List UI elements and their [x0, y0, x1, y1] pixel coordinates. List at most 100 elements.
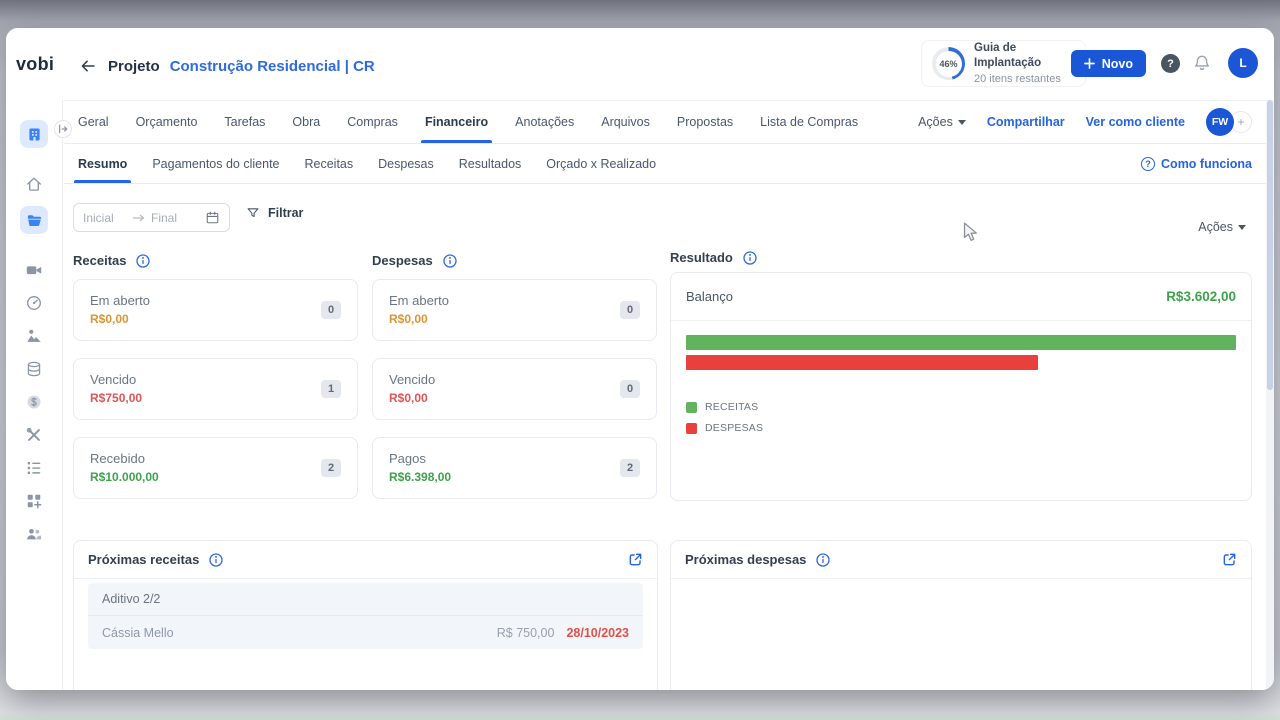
tab-lista-de-compras[interactable]: Lista de Compras	[760, 115, 859, 129]
new-button[interactable]: Novo	[1070, 50, 1146, 77]
sidebar-item-team[interactable]	[24, 524, 44, 544]
scrollbar-thumb[interactable]	[1267, 100, 1273, 390]
sidebar-item-apps[interactable]	[24, 491, 44, 511]
tab-propostas[interactable]: Propostas	[676, 115, 734, 129]
receitas-legend-swatch	[686, 401, 697, 413]
financeiro-subtabs: Resumo Pagamentos do cliente Receitas De…	[64, 144, 1266, 184]
tab-compras[interactable]: Compras	[347, 115, 398, 129]
page-title: Projeto	[108, 57, 160, 75]
date-range-picker[interactable]	[73, 203, 230, 232]
proximas-despesas-card: Próximas despesas	[670, 540, 1252, 690]
back-button[interactable]	[78, 56, 98, 76]
view-as-client-button[interactable]: Ver como cliente	[1085, 115, 1185, 129]
despesas-vencido-card[interactable]: Vencido R$0,00 0	[372, 358, 657, 420]
finance-coins-icon	[27, 361, 41, 377]
open-external-icon[interactable]	[1222, 552, 1237, 567]
chevron-down-icon	[1238, 224, 1246, 230]
sidebar-item-company[interactable]	[20, 120, 48, 148]
receitas-bar	[686, 335, 1236, 350]
guide-subtitle: 20 itens restantes	[974, 72, 1061, 85]
company-building-icon	[28, 128, 40, 140]
subtab-despesas[interactable]: Despesas	[378, 156, 434, 171]
open-external-icon[interactable]	[628, 552, 643, 567]
member-avatar[interactable]: FW	[1206, 108, 1234, 136]
resultado-section-header: Resultado	[670, 250, 757, 265]
calendar-icon	[205, 210, 220, 225]
project-title-bar: Projeto Construção Residencial | CR	[78, 56, 375, 76]
date-end-input[interactable]	[151, 210, 195, 225]
app-window: vobi Projeto Construção Residencial | CR…	[6, 28, 1274, 690]
sidebar-item-media[interactable]	[24, 260, 44, 280]
count-badge: 0	[620, 380, 640, 398]
receitas-recebido-card[interactable]: Recebido R$10.000,00 2	[73, 437, 358, 499]
receitas-vencido-card[interactable]: Vencido R$750,00 1	[73, 358, 358, 420]
receita-list-item[interactable]: Aditivo 2/2 Cássia Mello R$ 750,00 28/10…	[88, 583, 643, 649]
vertical-scrollbar[interactable]	[1266, 100, 1274, 690]
how-it-works-link[interactable]: ? Como funciona	[1141, 156, 1252, 171]
receita-item-date: 28/10/2023	[566, 625, 629, 640]
sidebar-item-dashboard[interactable]	[24, 293, 44, 313]
sidebar-item-projects[interactable]	[20, 206, 48, 234]
filter-button[interactable]: Filtrar	[246, 206, 303, 220]
sidebar-item-checklist[interactable]	[24, 458, 44, 478]
project-name-link[interactable]: Construção Residencial | CR	[169, 57, 375, 75]
help-button[interactable]: ?	[1161, 54, 1180, 73]
app-header: vobi Projeto Construção Residencial | CR…	[6, 28, 1274, 100]
proximas-receitas-card: Próximas receitas Aditivo 2/2 Cássia Mel…	[73, 540, 658, 690]
notifications-bell-icon[interactable]	[1192, 53, 1212, 79]
info-icon[interactable]	[816, 552, 831, 567]
home-icon	[27, 177, 41, 191]
progress-percent: 46%	[935, 50, 962, 77]
gauge-icon	[27, 296, 41, 310]
sidebar-expand-button[interactable]	[54, 120, 72, 138]
info-icon[interactable]	[136, 253, 151, 268]
receitas-section-header: Receitas	[73, 253, 151, 268]
tools-icon	[26, 427, 40, 441]
tab-geral[interactable]: Geral	[78, 115, 109, 129]
implementation-guide-widget[interactable]: 46% Guia de Implantação 20 itens restant…	[921, 40, 1086, 87]
sidebar-item-home[interactable]	[24, 174, 44, 194]
proximas-despesas-title: Próximas despesas	[685, 552, 831, 567]
resumo-content: Filtrar Ações Receitas Em aberto R$0,00 …	[64, 184, 1266, 690]
sidebar-item-payments[interactable]	[24, 392, 44, 412]
count-badge: 0	[620, 301, 640, 319]
subtab-resultados[interactable]: Resultados	[458, 156, 522, 171]
subtab-resumo[interactable]: Resumo	[73, 144, 132, 183]
balance-value: R$3.602,00	[1166, 289, 1236, 304]
progress-ring: 46%	[932, 47, 965, 80]
tab-obra[interactable]: Obra	[292, 115, 321, 129]
despesas-em-aberto-card[interactable]: Em aberto R$0,00 0	[372, 279, 657, 341]
proximas-receitas-title: Próximas receitas	[88, 552, 223, 567]
subtab-receitas[interactable]: Receitas	[304, 156, 354, 171]
count-badge: 2	[620, 459, 640, 477]
info-icon[interactable]	[443, 253, 457, 268]
sidebar-item-tools[interactable]	[24, 425, 44, 445]
info-icon[interactable]	[209, 552, 223, 567]
receita-item-title: Aditivo 2/2	[102, 592, 161, 606]
tab-arquivos[interactable]: Arquivos	[601, 115, 650, 129]
projects-folder-icon	[27, 214, 41, 226]
count-badge: 0	[321, 301, 341, 319]
chart-legend: RECEITAS DESPESAS	[671, 375, 1251, 434]
despesas-pagos-card[interactable]: Pagos R$6.398,00 2	[372, 437, 657, 499]
tab-orcamento[interactable]: Orçamento	[135, 115, 198, 129]
actions-dropdown[interactable]: Ações	[918, 115, 966, 129]
tab-anotacoes[interactable]: Anotações	[515, 115, 575, 129]
sidebar-item-construction[interactable]	[24, 326, 44, 346]
main-panel: Geral Orçamento Tarefas Obra Compras Fin…	[64, 100, 1266, 690]
sidebar-item-finance[interactable]	[24, 359, 44, 379]
guide-title: Guia de Implantação	[974, 41, 1042, 70]
user-avatar[interactable]: L	[1228, 48, 1258, 78]
receitas-em-aberto-card[interactable]: Em aberto R$0,00 0	[73, 279, 358, 341]
tab-tarefas[interactable]: Tarefas	[224, 115, 266, 129]
subtab-orcado-x-realizado[interactable]: Orçado x Realizado	[546, 156, 657, 171]
date-start-input[interactable]	[83, 210, 127, 225]
share-button[interactable]: Compartilhar	[986, 115, 1065, 129]
despesas-bar	[686, 355, 1038, 370]
project-tabbar: Geral Orçamento Tarefas Obra Compras Fin…	[64, 100, 1266, 144]
tab-financeiro[interactable]: Financeiro	[420, 101, 493, 143]
info-icon[interactable]	[743, 250, 757, 265]
count-badge: 1	[321, 380, 341, 398]
subtab-pagamentos-do-cliente[interactable]: Pagamentos do cliente	[152, 156, 280, 171]
content-actions-dropdown[interactable]: Ações	[1198, 220, 1246, 234]
